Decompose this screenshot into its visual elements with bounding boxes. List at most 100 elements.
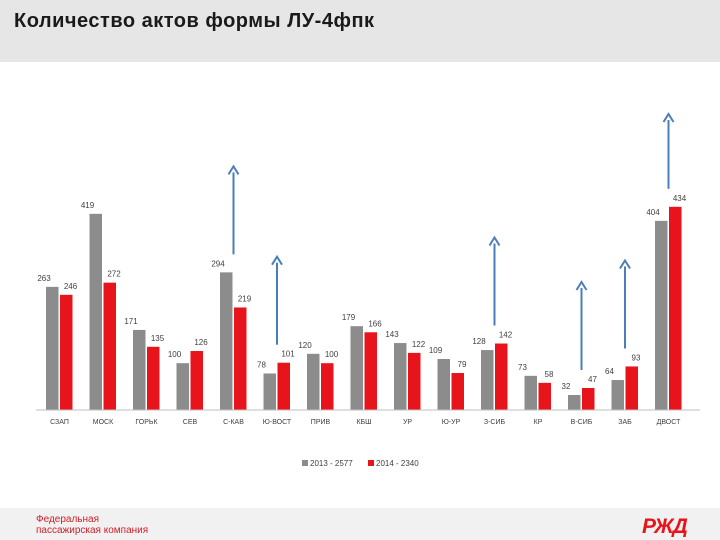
x-tick-label-в-сиб: В-СИБ: [571, 419, 593, 426]
value-labels-layer: 2632464192721711351001262942197810112010…: [37, 194, 686, 391]
footer-band: [0, 508, 720, 540]
value-label-с-кав-s1: 294: [211, 259, 225, 268]
x-tick-label-ур: УР: [403, 419, 412, 426]
value-label-заб-s1: 64: [605, 367, 614, 376]
value-label-горьк-s1: 171: [124, 317, 138, 326]
page-title: Количество актов формы ЛУ-4фпк: [14, 10, 375, 32]
value-label-ур-s2: 122: [412, 340, 426, 349]
bar-моск-s2: [103, 282, 116, 410]
company-line-2: пассажирская компания: [36, 525, 149, 536]
bar-прив-s2: [321, 363, 334, 410]
legend-swatch-s2: [368, 460, 374, 466]
value-label-ю-ур-s1: 109: [429, 346, 443, 355]
company-line-1: Федеральная: [36, 514, 100, 525]
value-label-кбш-s1: 179: [342, 313, 356, 322]
bar-горьк-s1: [133, 329, 146, 410]
x-tick-label-заб: ЗАБ: [618, 419, 632, 426]
value-label-з-сиб-s2: 142: [499, 331, 513, 340]
value-label-моск-s1: 419: [81, 201, 95, 210]
bar-ю-ур-s2: [451, 373, 464, 410]
x-tick-label-ю-вост: Ю-ВОСТ: [263, 419, 292, 426]
bar-заб-s1: [611, 380, 624, 410]
value-label-з-сиб-s1: 128: [472, 337, 486, 346]
bar-в-сиб-s2: [582, 387, 595, 410]
x-tick-label-горьк: ГОРЬК: [135, 419, 158, 426]
value-label-горьк-s2: 135: [151, 334, 165, 343]
bar-ю-вост-s1: [263, 373, 276, 410]
increase-arrow-head-с-кав: [227, 164, 240, 175]
value-label-моск-s2: 272: [107, 270, 121, 279]
bar-с-кав-s2: [234, 307, 247, 410]
bar-горьк-s2: [147, 346, 160, 410]
increase-arrow-ю-вост: [271, 254, 283, 345]
rzd-logo-text: РЖД: [642, 515, 688, 537]
increase-arrow-head-двост: [662, 112, 675, 123]
value-label-ю-ур-s2: 79: [458, 360, 467, 369]
value-label-двост-s2: 434: [673, 194, 687, 203]
bar-моск-s1: [89, 213, 102, 410]
value-label-двост-s1: 404: [646, 208, 660, 217]
x-tick-label-моск: МОСК: [93, 419, 114, 426]
increase-arrow-head-заб: [619, 258, 631, 269]
company-name: Федеральная пассажирская компания: [36, 514, 148, 536]
x-tick-label-кбш: КБШ: [356, 419, 371, 426]
bar-прив-s1: [307, 353, 320, 410]
header-band: Количество актов формы ЛУ-4фпк: [0, 0, 720, 62]
x-tick-label-сев: СЕВ: [183, 419, 198, 426]
value-label-кр-s1: 73: [518, 363, 527, 372]
bar-двост-s1: [655, 220, 668, 410]
value-label-с-кав-s2: 219: [238, 294, 252, 303]
value-label-кр-s2: 58: [545, 370, 554, 379]
value-label-сзап-s2: 246: [64, 282, 78, 291]
value-label-сев-s2: 126: [194, 338, 208, 347]
x-tick-label-сзап: СЗАП: [50, 419, 69, 426]
x-tick-label-ю-ур: Ю-УР: [442, 419, 461, 426]
bar-сев-s1: [176, 363, 189, 410]
value-label-в-сиб-s2: 47: [588, 375, 597, 384]
bar-сзап-s2: [60, 294, 73, 410]
value-label-сзап-s1: 263: [37, 274, 51, 283]
value-label-кбш-s2: 166: [368, 319, 382, 328]
bar-ю-ур-s1: [437, 358, 450, 410]
increase-arrow-з-сиб: [488, 235, 501, 326]
bar-кбш-s2: [364, 332, 377, 410]
bar-кр-s1: [524, 375, 537, 410]
increase-arrow-с-кав: [227, 164, 240, 255]
increase-arrow-заб: [619, 258, 631, 349]
bar-ур-s1: [394, 343, 407, 410]
axis-layer: СЗАП МОСК ГОРЬК СЕВ С-КАВ Ю-ВОСТ ПРИВ КБШ УР Ю-УР…: [36, 409, 700, 426]
bar-в-сиб-s1: [568, 395, 581, 410]
value-label-ю-вост-s1: 78: [257, 360, 266, 369]
arrows-layer: [227, 112, 675, 370]
value-label-ур-s1: 143: [385, 330, 399, 339]
bar-ю-вост-s2: [277, 362, 290, 410]
x-tick-label-кр: КР: [534, 419, 543, 426]
rzd-logo: РЖД: [642, 515, 689, 537]
bar-з-сиб-s1: [481, 350, 494, 410]
bars-layer: [46, 206, 682, 410]
increase-arrow-head-ю-вост: [271, 254, 283, 266]
x-tick-label-з-сиб: З-СИБ: [484, 419, 506, 426]
increase-arrow-head-з-сиб: [488, 235, 501, 247]
increase-arrow-в-сиб: [575, 280, 588, 370]
bar-chart: 2632464192721711351001262942197810112010…: [36, 112, 700, 468]
bar-з-сиб-s2: [495, 343, 508, 410]
legend-label-s2: 2014 - 2340: [376, 459, 419, 468]
increase-arrow-head-в-сиб: [575, 280, 588, 291]
bar-двост-s2: [669, 206, 682, 410]
x-tick-label-двост: ДВОСТ: [657, 419, 681, 426]
bar-с-кав-s1: [220, 272, 233, 410]
x-tick-label-прив: ПРИВ: [311, 419, 331, 426]
bar-заб-s2: [625, 366, 638, 410]
value-label-ю-вост-s2: 101: [281, 350, 295, 359]
x-tick-label-с-кав: С-КАВ: [223, 419, 244, 426]
value-label-сев-s1: 100: [168, 350, 182, 359]
bar-ур-s2: [408, 352, 421, 410]
bar-сев-s2: [190, 351, 203, 410]
legend-label-s1: 2013 - 2577: [310, 459, 353, 468]
value-label-в-сиб-s1: 32: [562, 382, 571, 391]
value-label-заб-s2: 93: [632, 353, 641, 362]
increase-arrow-двост: [662, 112, 675, 189]
legend-swatch-s1: [302, 460, 308, 466]
value-label-прив-s2: 100: [325, 350, 339, 359]
